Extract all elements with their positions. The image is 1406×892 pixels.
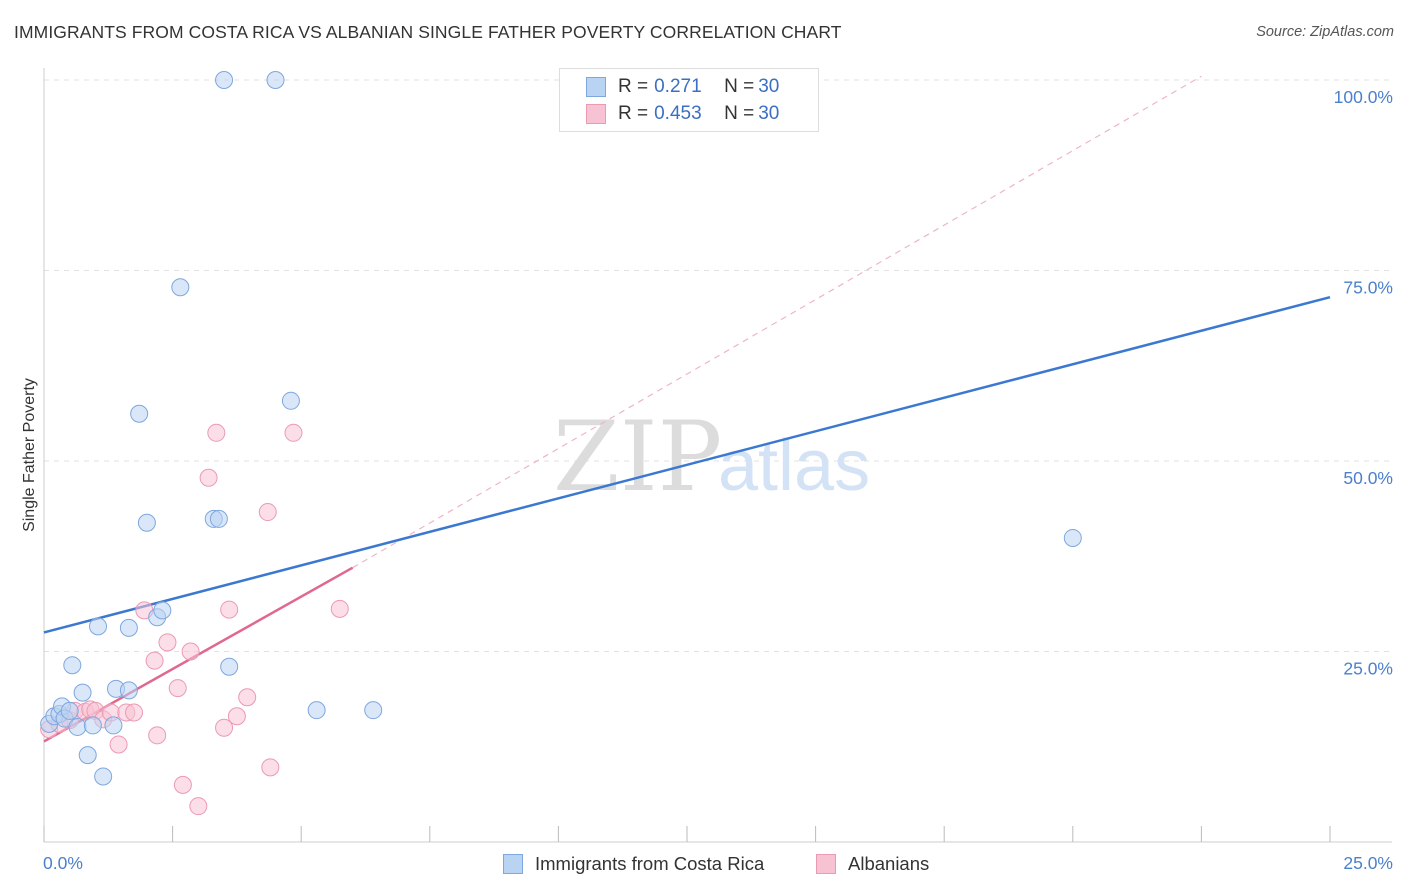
watermark-atlas: atlas xyxy=(718,426,870,506)
data-point-albanians xyxy=(189,797,208,816)
data-point-albanians xyxy=(199,468,218,487)
data-point-albanians xyxy=(125,703,144,722)
y-tick-label: 100.0% xyxy=(1334,87,1393,107)
data-point-costa-rica xyxy=(153,601,172,620)
trend-extension-albanians xyxy=(352,75,1202,569)
data-point-costa-rica xyxy=(137,513,156,532)
bottom-legend-label: Albanians xyxy=(848,853,930,874)
legend-n-label: N = xyxy=(724,103,755,124)
y-tick-labels: 25.0% 50.0% 75.0% 100.0% xyxy=(1334,87,1393,679)
gridlines xyxy=(44,79,1392,652)
data-point-costa-rica xyxy=(364,701,383,720)
data-point-costa-rica xyxy=(94,767,113,786)
legend-n-value: 30 xyxy=(758,103,780,124)
data-point-albanians xyxy=(227,707,246,726)
y-tick-label: 75.0% xyxy=(1343,278,1393,298)
watermark-zip: ZIP xyxy=(553,401,722,513)
bottom-legend-swatch-blue xyxy=(503,854,523,874)
data-point-albanians xyxy=(148,726,167,745)
x-tick-label: 0.0% xyxy=(43,853,83,873)
data-point-costa-rica xyxy=(1063,528,1082,547)
data-point-costa-rica xyxy=(220,657,239,676)
data-point-albanians xyxy=(258,503,277,522)
legend-row-costa-rica: R = 0.271 N = 30 xyxy=(586,75,779,99)
data-point-albanians xyxy=(261,758,280,777)
data-point-albanians xyxy=(220,600,239,619)
points-albanians xyxy=(40,423,349,816)
legend-swatch-pink xyxy=(586,104,606,124)
data-point-costa-rica xyxy=(83,716,102,735)
data-point-albanians xyxy=(168,679,187,698)
legend-r-value: 0.271 xyxy=(654,76,702,97)
data-point-costa-rica xyxy=(78,746,97,765)
data-point-costa-rica xyxy=(68,717,87,736)
y-axis-title: Single Father Poverty xyxy=(21,378,38,532)
data-point-costa-rica xyxy=(63,656,82,675)
data-point-costa-rica xyxy=(73,683,92,702)
data-point-albanians xyxy=(145,651,164,670)
data-point-albanians xyxy=(109,735,128,754)
data-point-albanians xyxy=(181,642,200,661)
legend-r-label: R = xyxy=(618,76,649,97)
legend-r-label: R = xyxy=(618,103,649,124)
data-point-albanians xyxy=(215,718,234,737)
data-point-costa-rica xyxy=(130,404,149,423)
data-point-albanians xyxy=(238,688,257,707)
data-point-costa-rica xyxy=(307,701,326,720)
trend-line-costa-rica xyxy=(43,295,1331,634)
legend-swatch-blue xyxy=(586,77,606,97)
data-point-costa-rica xyxy=(266,71,285,89)
data-point-costa-rica xyxy=(215,71,234,89)
data-point-costa-rica xyxy=(209,509,228,528)
bottom-legend-costa-rica: Immigrants from Costa Rica xyxy=(503,852,764,876)
data-point-albanians xyxy=(284,423,303,442)
points-costa-rica xyxy=(40,71,1082,786)
y-tick-label: 50.0% xyxy=(1343,468,1393,488)
bottom-legend-albanians: Albanians xyxy=(816,852,929,876)
x-tick-labels: 0.0% 25.0% xyxy=(43,853,1393,873)
data-point-costa-rica xyxy=(104,716,123,735)
data-point-albanians xyxy=(158,633,177,652)
bottom-legend-label: Immigrants from Costa Rica xyxy=(535,853,765,874)
data-point-costa-rica xyxy=(281,391,300,410)
legend-n-value: 30 xyxy=(758,76,780,97)
legend-r-value: 0.453 xyxy=(654,103,702,124)
data-point-costa-rica xyxy=(60,701,79,720)
data-point-albanians xyxy=(173,775,192,794)
y-tick-label: 25.0% xyxy=(1343,659,1393,679)
axes xyxy=(43,68,1392,843)
source-credit: Source: ZipAtlas.com xyxy=(1256,24,1394,40)
bottom-legend-swatch-pink xyxy=(816,854,836,874)
x-tick-label: 25.0% xyxy=(1343,853,1393,873)
legend-row-albanians: R = 0.453 N = 30 xyxy=(586,102,779,126)
chart-title: IMMIGRANTS FROM COSTA RICA VS ALBANIAN S… xyxy=(14,22,842,42)
stats-legend: R = 0.271 N = 30 R = 0.453 N = 30 xyxy=(559,68,819,132)
data-point-albanians xyxy=(330,599,349,618)
data-point-costa-rica xyxy=(119,618,138,637)
watermark: ZIP atlas xyxy=(553,401,870,513)
data-point-costa-rica xyxy=(89,617,108,636)
data-point-albanians xyxy=(207,423,226,442)
data-point-costa-rica xyxy=(171,278,190,297)
data-point-costa-rica xyxy=(119,681,138,700)
legend-n-label: N = xyxy=(724,76,755,97)
